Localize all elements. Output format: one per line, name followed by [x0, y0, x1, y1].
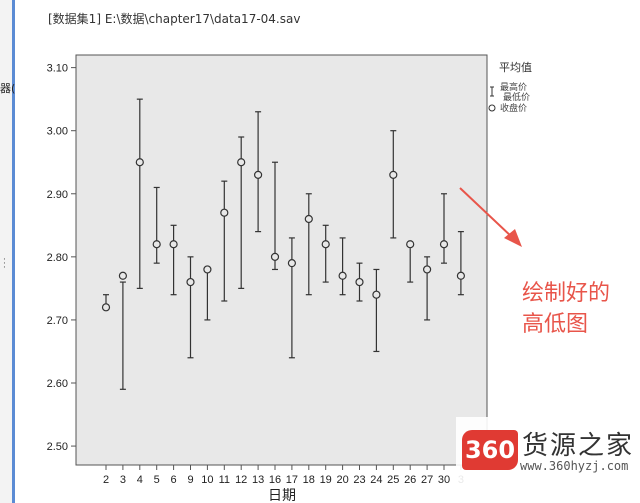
x-tick-label: 19: [320, 474, 332, 486]
legend-title: 平均值: [499, 61, 532, 74]
chart-marks: [101, 98, 465, 390]
legend-close-symbol: [488, 104, 496, 112]
x-axis-title: 日期: [268, 488, 296, 503]
close-point: [423, 265, 432, 274]
y-tick-label: 2.80: [47, 252, 68, 264]
x-tick-label: 12: [235, 474, 247, 486]
splitter-grip-icon[interactable]: · · ·: [3, 255, 6, 273]
x-tick-label: 24: [370, 474, 382, 486]
red-arrow-icon: [459, 187, 522, 247]
x-tick-label: 5: [154, 474, 160, 486]
legend-entry-high: 最高价: [500, 81, 527, 93]
plot-area: [75, 54, 488, 466]
y-tick-label: 2.70: [47, 315, 68, 327]
x-tick-label: 26: [404, 474, 416, 486]
left-cut-label: 器(: [0, 82, 16, 95]
annotation-line-2: 高低图: [522, 312, 589, 337]
x-tick-label: 10: [201, 474, 213, 486]
legend-entry-low: 最低价: [503, 91, 530, 103]
dataset-file-header: [数据集1] E:\数据\chapter17\data17-04.sav: [48, 12, 301, 26]
close-point: [135, 158, 144, 167]
x-tick-label: 9: [187, 474, 193, 486]
close-point: [287, 259, 296, 268]
close-point: [186, 277, 195, 287]
watermark-url: www.360hyzj.com: [520, 459, 629, 473]
close-point: [152, 240, 161, 249]
x-tick-label: 4: [137, 474, 143, 486]
legend-entry-close: 收盘价: [500, 102, 527, 114]
y-axis: 2.50 2.60 2.70 2.80 2.90 3.00 3.10: [47, 63, 76, 453]
y-tick-label: 2.50: [47, 441, 68, 453]
legend: 平均值 最高价 最低价 收盘价: [488, 61, 532, 114]
x-tick-label: 3: [120, 474, 126, 486]
annotation-note: 绘制好的 高低图: [522, 278, 610, 340]
x-tick-label: 13: [252, 474, 264, 486]
close-point: [270, 252, 280, 261]
close-point: [169, 240, 178, 249]
y-tick-label: 2.90: [47, 189, 68, 201]
x-tick-label: 17: [286, 474, 298, 486]
close-point: [355, 277, 364, 287]
close-point: [372, 290, 381, 299]
x-tick-label: 27: [421, 474, 433, 486]
close-point: [203, 265, 212, 274]
close-point: [118, 271, 128, 280]
y-tick-label: 2.60: [47, 378, 68, 390]
y-tick-label: 3.10: [47, 63, 68, 75]
watermark: 360 货源之家 www.360hyzj.com: [456, 417, 640, 483]
x-tick-label: 6: [171, 474, 177, 486]
watermark-logo-icon: 360: [462, 430, 518, 470]
left-pane-strip: · · ·: [0, 0, 15, 503]
close-point: [220, 208, 229, 217]
close-point: [237, 158, 246, 167]
x-tick-label: 20: [336, 474, 348, 486]
close-point: [254, 170, 263, 179]
x-axis: 2345691011121316171819202324252627303: [103, 465, 464, 486]
x-tick-label: 23: [353, 474, 365, 486]
x-tick-label: 2: [103, 474, 109, 486]
close-point: [321, 240, 330, 249]
x-tick-label: 11: [219, 474, 230, 486]
x-tick-label: 18: [303, 474, 315, 486]
close-point: [389, 170, 398, 179]
x-tick-label: 25: [387, 474, 399, 486]
close-point: [439, 240, 449, 249]
y-tick-label: 3.00: [47, 126, 68, 138]
watermark-title: 货源之家: [522, 431, 635, 461]
watermark-badge-text: 360: [464, 436, 516, 464]
x-tick-label: 30: [438, 474, 450, 486]
annotation-line-1: 绘制好的: [522, 281, 611, 306]
close-point: [338, 271, 347, 280]
close-point: [101, 303, 111, 312]
close-point: [456, 271, 465, 280]
close-point: [406, 240, 415, 249]
close-point: [304, 214, 313, 224]
x-tick-label: 16: [269, 474, 281, 486]
pane-divider[interactable]: [12, 0, 15, 503]
